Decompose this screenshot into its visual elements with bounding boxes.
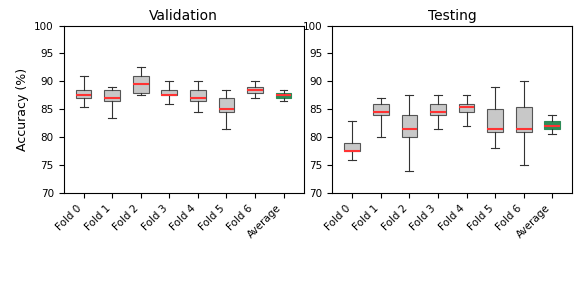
PathPatch shape — [487, 109, 503, 132]
PathPatch shape — [544, 120, 560, 129]
Title: Validation: Validation — [149, 9, 218, 23]
PathPatch shape — [104, 90, 120, 101]
PathPatch shape — [516, 106, 532, 132]
PathPatch shape — [76, 90, 91, 98]
PathPatch shape — [161, 90, 177, 95]
Y-axis label: Accuracy (%): Accuracy (%) — [16, 68, 29, 151]
PathPatch shape — [276, 93, 291, 98]
PathPatch shape — [218, 98, 234, 112]
PathPatch shape — [344, 143, 360, 151]
PathPatch shape — [190, 90, 206, 101]
PathPatch shape — [247, 87, 263, 93]
PathPatch shape — [459, 104, 475, 112]
PathPatch shape — [373, 104, 389, 115]
PathPatch shape — [133, 76, 149, 93]
PathPatch shape — [402, 115, 417, 137]
Title: Testing: Testing — [428, 9, 477, 23]
PathPatch shape — [430, 104, 446, 115]
